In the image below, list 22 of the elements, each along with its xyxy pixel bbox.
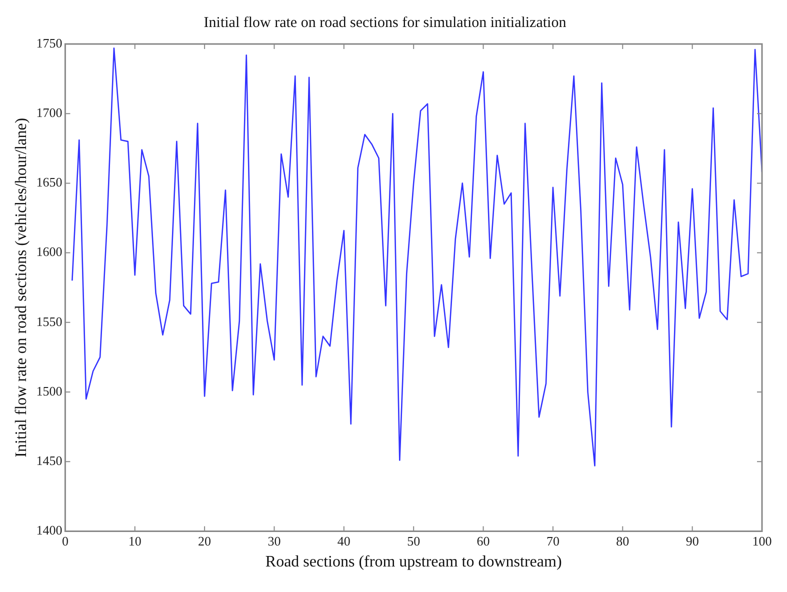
x-tick-label: 30 [268, 533, 281, 548]
y-tick-label: 1550 [36, 314, 62, 329]
x-axis-title: Road sections (from upstream to downstream) [265, 554, 562, 571]
x-tick-label: 70 [546, 533, 560, 548]
x-tick-label: 60 [476, 533, 490, 548]
y-tick-label: 1650 [36, 174, 62, 190]
x-tick-label: 50 [407, 533, 420, 548]
chart-title: Initial flow rate on road sections for simulation initialization [204, 14, 567, 31]
x-tick-label: 10 [128, 533, 142, 548]
y-tick-label: 1500 [36, 383, 62, 398]
x-tick-label: 90 [686, 533, 699, 548]
y-tick-label: 1400 [36, 522, 62, 538]
y-tick-label: 1600 [36, 244, 62, 260]
y-tick-label: 1700 [36, 105, 62, 120]
x-tick-label: 20 [198, 533, 212, 548]
y-tick-label: 1450 [36, 453, 62, 468]
y-tick-label: 1750 [36, 35, 62, 50]
x-tick-label: 40 [337, 533, 350, 548]
x-tick-label: 0 [62, 533, 68, 548]
y-axis-title: Initial flow rate on road sections (vehicles/hour/lane) [12, 118, 30, 458]
x-tick-label: 100 [752, 533, 772, 548]
x-tick-label: 80 [616, 533, 630, 548]
